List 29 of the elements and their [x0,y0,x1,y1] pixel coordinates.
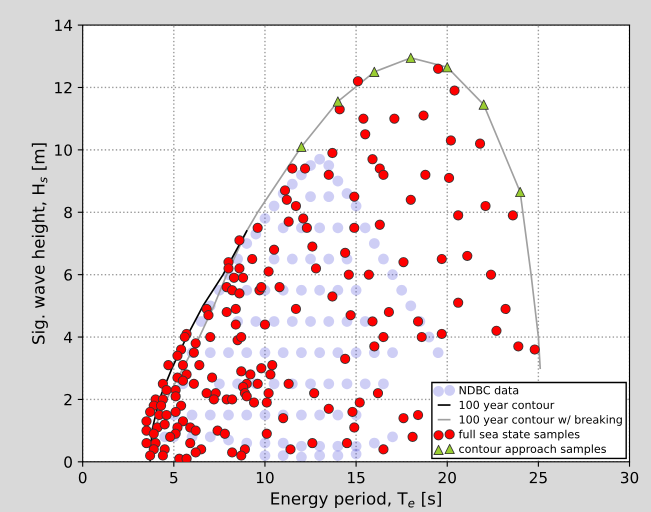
point [406,52,416,63]
legend-label: NDBC data [460,386,518,394]
y-tick-label: 4 [64,332,72,343]
legend-label: 100 year contour w/ breaking [460,415,622,426]
y-tick-label: 10 [55,144,72,156]
x-tick-label: 20 [438,472,456,484]
point [296,142,306,152]
x-tick-label: 15 [348,472,364,484]
x-tick-label: 0 [78,472,87,484]
point [442,62,452,72]
x-tick-label: 5 [170,472,178,484]
x-tick-label: 25 [530,472,547,484]
legend-label: contour approach samples [459,444,606,456]
y-tick-label: 14 [55,20,72,31]
point [515,186,526,198]
legend-label: 100 year contour [460,400,554,412]
y-tick-label: 12 [55,82,72,94]
y-tick-label: 2 [64,394,72,406]
point [332,96,343,107]
y-tick-label: 6 [64,269,72,281]
y-tick-label: 0 [64,456,72,468]
x-tick-label: 30 [620,472,638,484]
y-axis-title: Sig. wave height, H$_{s}$ [m] [32,143,48,344]
point [478,100,489,110]
y-tick-label: 8 [64,206,72,218]
legend-label: full sea state samples [458,430,580,441]
point [369,66,380,77]
x-tick-label: 10 [256,472,274,484]
x-axis-title: Energy period, T$_{e}$ [s] [271,492,441,508]
